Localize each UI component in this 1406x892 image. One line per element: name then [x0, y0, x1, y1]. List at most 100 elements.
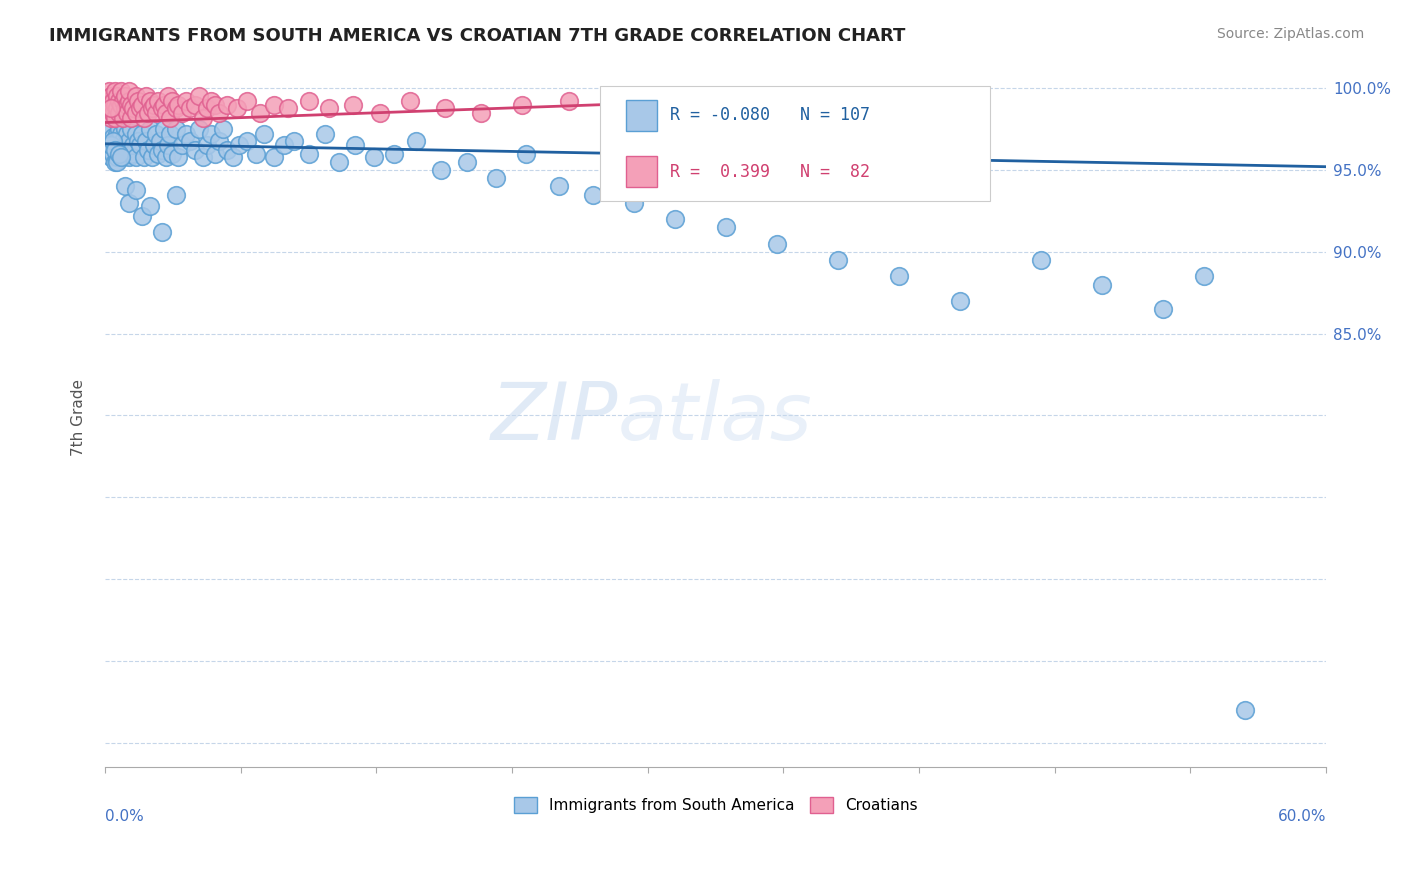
- Point: [118, 150, 141, 164]
- Point: [128, 101, 150, 115]
- Point: [101, 146, 124, 161]
- Point: [191, 150, 214, 164]
- Point: [145, 105, 167, 120]
- FancyBboxPatch shape: [599, 86, 990, 202]
- Point: [117, 127, 139, 141]
- Point: [108, 105, 131, 120]
- Text: ZIP: ZIP: [491, 379, 617, 457]
- Point: [405, 134, 427, 148]
- Point: [117, 97, 139, 112]
- Point: [155, 105, 177, 120]
- Point: [179, 134, 201, 148]
- Point: [124, 183, 146, 197]
- Point: [183, 144, 205, 158]
- Point: [160, 95, 183, 109]
- Point: [101, 95, 124, 109]
- Point: [430, 163, 453, 178]
- Point: [98, 97, 121, 112]
- Point: [112, 134, 135, 148]
- Point: [368, 105, 391, 120]
- Point: [128, 138, 150, 153]
- Point: [150, 101, 173, 115]
- Point: [112, 111, 135, 125]
- Point: [200, 95, 222, 109]
- Point: [150, 225, 173, 239]
- Point: [159, 111, 181, 125]
- Point: [104, 111, 127, 125]
- Point: [100, 138, 122, 153]
- Point: [157, 89, 180, 103]
- Point: [1029, 252, 1052, 267]
- Point: [263, 150, 285, 164]
- Point: [98, 144, 121, 158]
- Point: [100, 111, 122, 125]
- Point: [328, 154, 350, 169]
- Text: Source: ZipAtlas.com: Source: ZipAtlas.com: [1216, 27, 1364, 41]
- Point: [236, 95, 259, 109]
- Point: [100, 89, 122, 103]
- Point: [118, 195, 141, 210]
- Point: [485, 171, 508, 186]
- Point: [146, 95, 169, 109]
- Point: [96, 95, 118, 109]
- Point: [100, 122, 122, 136]
- Point: [136, 105, 159, 120]
- Point: [208, 105, 231, 120]
- Point: [959, 97, 981, 112]
- Point: [212, 122, 235, 136]
- Point: [127, 134, 149, 148]
- Point: [167, 150, 190, 164]
- Point: [101, 130, 124, 145]
- Point: [226, 101, 249, 115]
- Point: [547, 179, 569, 194]
- Point: [120, 122, 142, 136]
- Point: [200, 127, 222, 141]
- Point: [117, 105, 139, 120]
- Point: [873, 101, 896, 115]
- Point: [510, 97, 533, 112]
- Point: [104, 144, 127, 158]
- Point: [100, 101, 122, 115]
- Text: R =  0.399   N =  82: R = 0.399 N = 82: [671, 163, 870, 181]
- Point: [120, 146, 142, 161]
- Point: [105, 101, 128, 115]
- Point: [105, 150, 128, 164]
- Point: [139, 199, 162, 213]
- Point: [187, 122, 209, 136]
- Point: [204, 97, 226, 112]
- Point: [141, 101, 163, 115]
- Point: [127, 95, 149, 109]
- Point: [100, 101, 122, 115]
- Point: [1152, 301, 1174, 316]
- Point: [222, 150, 245, 164]
- Point: [98, 84, 121, 98]
- Point: [253, 127, 276, 141]
- Point: [664, 105, 686, 120]
- Point: [183, 97, 205, 112]
- Point: [179, 101, 201, 115]
- Point: [382, 146, 405, 161]
- Point: [108, 146, 131, 161]
- Point: [609, 101, 631, 115]
- Point: [157, 138, 180, 153]
- Point: [249, 105, 271, 120]
- Point: [114, 101, 136, 115]
- Point: [118, 134, 141, 148]
- Point: [204, 146, 226, 161]
- Point: [114, 146, 136, 161]
- Point: [342, 97, 364, 112]
- Legend: Immigrants from South America, Croatians: Immigrants from South America, Croatians: [508, 791, 924, 819]
- Point: [155, 150, 177, 164]
- Point: [949, 293, 972, 308]
- Point: [131, 97, 153, 112]
- Point: [277, 101, 299, 115]
- Point: [283, 134, 305, 148]
- Text: 60.0%: 60.0%: [1278, 809, 1326, 824]
- Point: [118, 95, 141, 109]
- Point: [108, 95, 131, 109]
- Point: [142, 97, 165, 112]
- Point: [124, 89, 146, 103]
- Point: [297, 95, 319, 109]
- Point: [105, 154, 128, 169]
- Point: [100, 150, 122, 164]
